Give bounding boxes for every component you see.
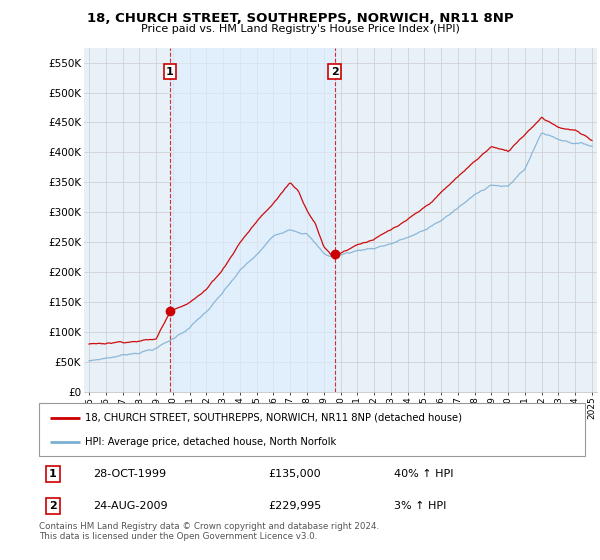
Text: 40% ↑ HPI: 40% ↑ HPI <box>394 469 454 479</box>
Text: Price paid vs. HM Land Registry's House Price Index (HPI): Price paid vs. HM Land Registry's House … <box>140 24 460 34</box>
Text: 2: 2 <box>331 67 338 77</box>
Bar <box>170 48 335 392</box>
Text: 24-AUG-2009: 24-AUG-2009 <box>94 501 168 511</box>
Text: 2: 2 <box>49 501 56 511</box>
Text: 1: 1 <box>166 67 174 77</box>
Text: 3% ↑ HPI: 3% ↑ HPI <box>394 501 446 511</box>
Text: 28-OCT-1999: 28-OCT-1999 <box>94 469 167 479</box>
Text: 1: 1 <box>49 469 56 479</box>
Text: 18, CHURCH STREET, SOUTHREPPS, NORWICH, NR11 8NP (detached house): 18, CHURCH STREET, SOUTHREPPS, NORWICH, … <box>85 413 463 423</box>
FancyBboxPatch shape <box>39 403 585 456</box>
Text: Contains HM Land Registry data © Crown copyright and database right 2024.
This d: Contains HM Land Registry data © Crown c… <box>39 522 379 542</box>
Text: £135,000: £135,000 <box>268 469 321 479</box>
Text: £229,995: £229,995 <box>268 501 322 511</box>
Text: HPI: Average price, detached house, North Norfolk: HPI: Average price, detached house, Nort… <box>85 437 337 447</box>
Text: 18, CHURCH STREET, SOUTHREPPS, NORWICH, NR11 8NP: 18, CHURCH STREET, SOUTHREPPS, NORWICH, … <box>86 12 514 25</box>
